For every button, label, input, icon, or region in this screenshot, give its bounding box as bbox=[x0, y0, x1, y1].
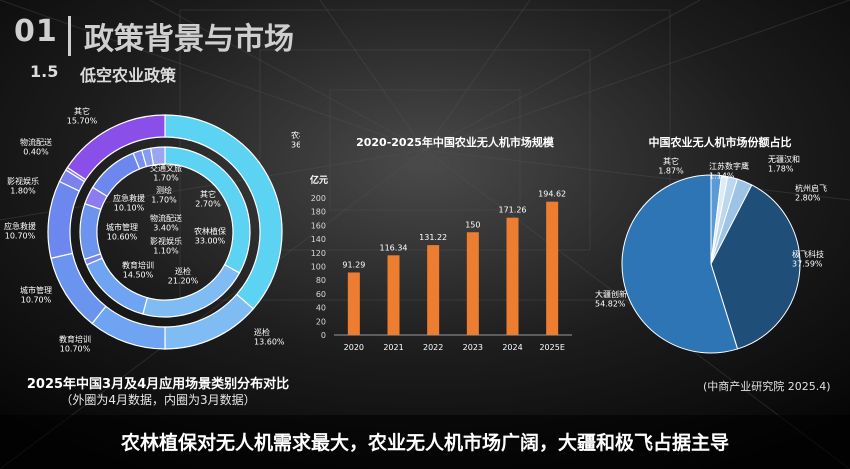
donut-outer-label-5: 影视娱乐 1.80% bbox=[7, 176, 39, 196]
bar-y-tick-7: 140 bbox=[311, 235, 326, 244]
pie-label-0: 大疆创新 54.82% bbox=[595, 289, 627, 309]
donut-outer-label-0: 农林植保36.40% bbox=[291, 130, 300, 150]
bar-y-tick-3: 60 bbox=[316, 290, 326, 299]
donut-outer-label-3: 城市管理 10.70% bbox=[20, 285, 52, 305]
bar-y-tick-0: 0 bbox=[321, 331, 326, 340]
bar-y-tick-6: 120 bbox=[311, 249, 326, 258]
bar-y-tick-10: 200 bbox=[311, 194, 326, 203]
pie-label-4: 江苏数字鹰 1.14% bbox=[709, 161, 749, 181]
donut-outer-label-1: 巡检 13.60% bbox=[254, 327, 285, 347]
bar-2021 bbox=[387, 255, 400, 335]
donut-inner-label-1: 巡检 21.20% bbox=[168, 266, 199, 286]
donut-caption-note: （外圈为4月数据，内圈为3月数据） bbox=[60, 393, 256, 407]
donut-inner-label-2: 教育培训 14.50% bbox=[122, 260, 154, 280]
donut-outer-label-6: 物流配送 0.40% bbox=[20, 137, 52, 157]
bar-y-tick-4: 80 bbox=[316, 276, 326, 285]
bar-2023 bbox=[466, 232, 479, 335]
bar-x-tick-2020: 2020 bbox=[344, 343, 364, 352]
donut-inner-label-4: 城市管理 10.60% bbox=[106, 222, 138, 242]
pie-label-3: 无疆汉和 1.78% bbox=[768, 155, 800, 174]
donut-inner-label-3: 影视娱乐 1.10% bbox=[150, 236, 182, 256]
bar-2025E bbox=[546, 201, 559, 335]
pie-label-1: 极飞科技 37.59% bbox=[792, 249, 824, 269]
donut-inner-label-0: 农林植保 33.00% bbox=[194, 226, 226, 246]
data-source-note: (中商产业研究院 2025.4) bbox=[703, 380, 831, 393]
bar-y-tick-8: 160 bbox=[311, 221, 326, 230]
bar-y-tick-1: 20 bbox=[316, 317, 326, 326]
bar-x-tick-2021: 2021 bbox=[383, 343, 403, 352]
subsection-number: 1.5 bbox=[30, 62, 59, 81]
bar-y-axis-unit: 亿元 bbox=[310, 174, 328, 186]
bar-value-label-2024: 171.26 bbox=[499, 206, 527, 215]
bar-value-label-2020: 91.29 bbox=[342, 260, 365, 269]
donut-outer-slice-7 bbox=[66, 114, 166, 181]
bar-value-label-2025E: 194.62 bbox=[538, 190, 566, 199]
bar-value-label-2023: 150 bbox=[465, 220, 480, 229]
donut-outer-label-2: 教育培训 10.70% bbox=[59, 334, 91, 354]
donut-outer-label-4: 应急救援 10.70% bbox=[4, 221, 36, 241]
section-title: 政策背景与市场 bbox=[84, 22, 294, 57]
pie-slice-0 bbox=[621, 174, 739, 354]
pie-label-5: 其它 1.87% bbox=[658, 156, 684, 176]
market-share-pie-chart: 大疆创新 54.82% 极飞科技 37.59% 杭州启飞 2.80% 无疆汉和 1.78% 江苏… bbox=[595, 155, 827, 354]
bar-value-label-2021: 116.34 bbox=[380, 243, 408, 252]
bar-x-tick-2022: 2022 bbox=[423, 343, 443, 352]
pie-chart-title: 中国农业无人机市场份额占比 bbox=[648, 136, 792, 149]
bar-x-tick-2023: 2023 bbox=[463, 343, 483, 352]
conclusion-text: 农林植保对无人机需求最大，农业无人机市场广阔，大疆和极飞占据主导 bbox=[120, 432, 729, 454]
donut-outer-slice-4 bbox=[47, 180, 81, 259]
donut-caption: 2025年中国3月及4月应用场景类别分布对比 bbox=[26, 377, 290, 392]
donut-inner-label-6: 应急救援 10.10% bbox=[113, 193, 145, 213]
pie-slice-1 bbox=[710, 184, 801, 350]
donut-inner-label-8: 交通文旅 1.70% bbox=[150, 163, 182, 183]
donut-outer-label-7: 其它 15.70% bbox=[67, 106, 98, 126]
bar-2020 bbox=[347, 272, 360, 335]
bar-x-tick-2024: 2024 bbox=[502, 343, 522, 352]
donut-inner-label-7: 测绘 1.70% bbox=[151, 185, 177, 205]
bar-y-tick-9: 180 bbox=[311, 208, 326, 217]
bar-y-tick-2: 40 bbox=[316, 304, 326, 313]
donut-inner-slice-4 bbox=[79, 202, 102, 261]
bar-chart-title: 2020-2025年中国农业无人机市场规模 bbox=[356, 136, 554, 149]
pie-label-2: 杭州启飞 2.80% bbox=[795, 183, 827, 203]
bar-x-tick-2025E: 2025E bbox=[539, 343, 564, 352]
header-divider bbox=[68, 16, 71, 56]
bar-value-label-2022: 131.22 bbox=[419, 233, 447, 242]
subsection-title: 低空农业政策 bbox=[80, 66, 177, 85]
section-number: 01 bbox=[14, 14, 58, 49]
donut-inner-slice-9 bbox=[149, 146, 166, 166]
market-size-bar-chart: 亿元 0 20 40 60 80 100 120 140 160 180 200 91.29 2020 11… bbox=[310, 174, 572, 352]
donut-inner-label-9: 其它 2.70% bbox=[195, 189, 221, 209]
bar-2022 bbox=[427, 245, 440, 335]
donut-inner-label-5: 物流配送 3.40% bbox=[150, 213, 182, 233]
bar-y-tick-5: 100 bbox=[311, 263, 326, 272]
bar-2024 bbox=[506, 217, 519, 335]
